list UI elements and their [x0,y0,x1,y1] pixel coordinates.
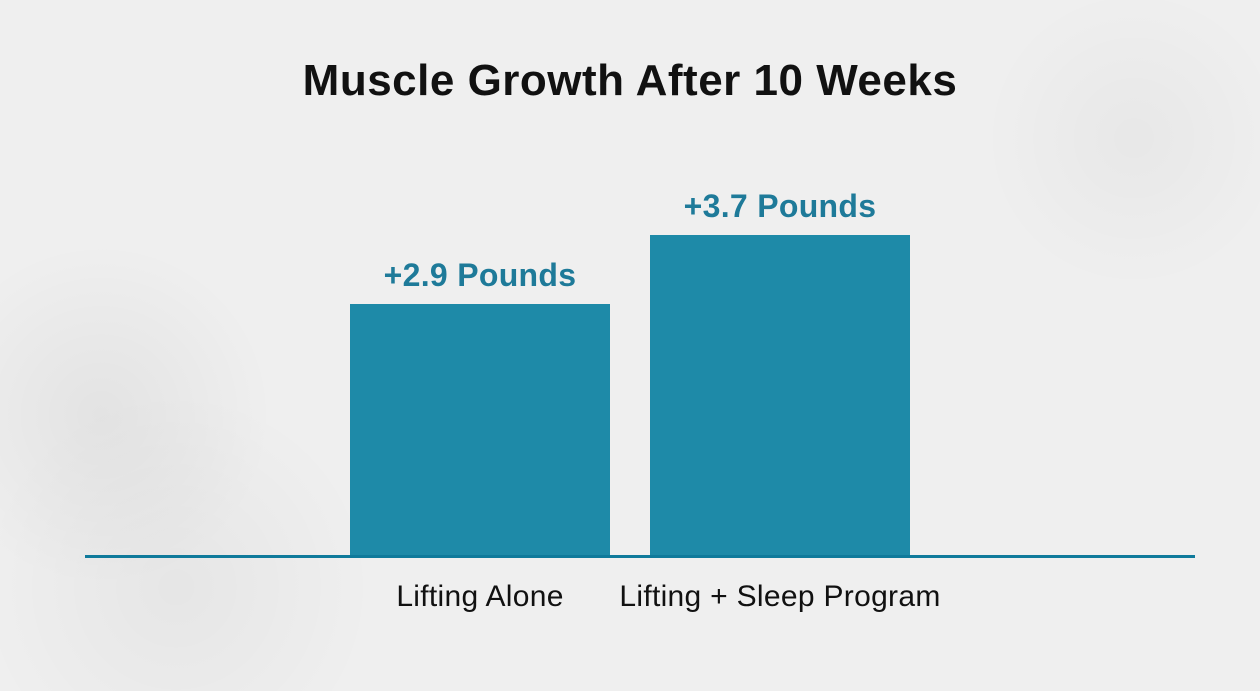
baseline-axis [85,555,1195,558]
plot-area: +2.9 Pounds+3.7 Pounds [350,235,910,555]
category-label: Lifting + Sleep Program [610,580,950,614]
bar-value-label: +3.7 Pounds [650,188,910,225]
bar-value-label: +2.9 Pounds [350,257,610,294]
chart-container: Muscle Growth After 10 Weeks +2.9 Pounds… [0,0,1260,691]
chart-title: Muscle Growth After 10 Weeks [0,56,1260,106]
category-label: Lifting Alone [310,580,650,614]
bar [650,235,910,555]
bar [350,304,610,555]
